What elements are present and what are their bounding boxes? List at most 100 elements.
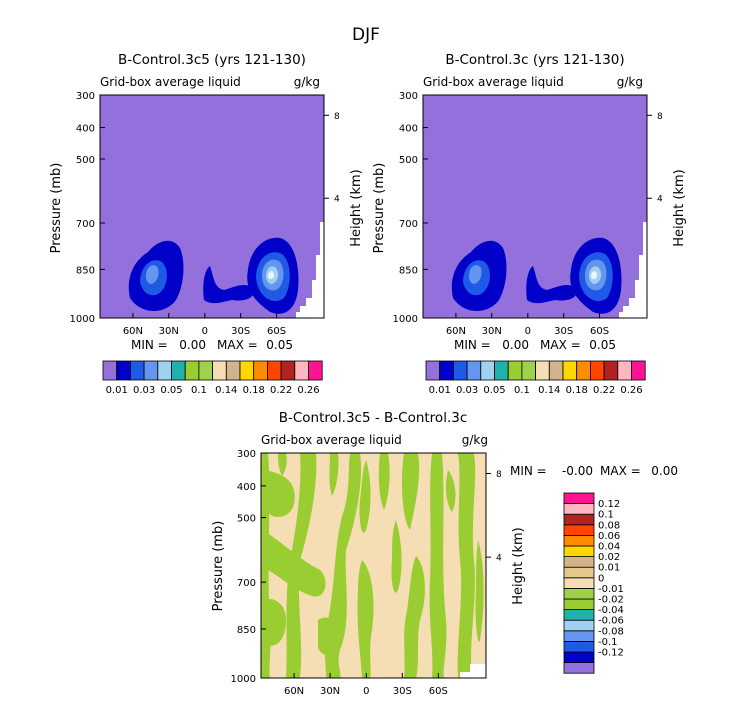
- panel-c-ytick-label: 400: [237, 482, 256, 493]
- panel-c-title: B-Control.3c5 - B-Control.3c: [279, 410, 468, 426]
- panel-b-ytick-label: 400: [399, 124, 418, 135]
- panel-c-ytick-label: 850: [237, 625, 256, 636]
- panel-a-colorbar: 0.01 0.03 0.05 0.1 0.14 0.18 0.22 0.26: [102, 360, 323, 396]
- panel-c-subtitle-right: g/kg: [462, 433, 488, 447]
- panel-c-colorbar-label: -0.01: [598, 584, 624, 595]
- panel-a-colorbar-label: 0.14: [215, 385, 237, 396]
- panel-b-xtick-label: 60N: [446, 326, 466, 337]
- panel-c-ytick-label: 500: [237, 514, 256, 525]
- panel-b-stat-min-value: 0.00: [502, 338, 529, 352]
- panel-c-axes: 300 400 500 700 850 1000 60N 30N 0 30S 60S 8 4: [231, 449, 502, 697]
- panel-b-subtitle-left: Grid-box average liquid: [423, 75, 564, 89]
- panel-c-negative-region: [359, 460, 371, 533]
- panel-a-ytick-right-label: 8: [334, 112, 340, 122]
- panel-c-stat-min-value: -0.00: [562, 464, 593, 478]
- panel-b-colorbar-swatch: [535, 360, 550, 381]
- panel-c-negative-region: [262, 530, 326, 597]
- panel-c-colorbar-swatch: [563, 577, 595, 589]
- panel-c-colorbar-label: -0.08: [598, 626, 624, 637]
- panel-b-contour-0.14-east: [591, 271, 598, 279]
- panel-c-colorbar-label: 0.12: [598, 499, 620, 510]
- panel-c-xtick-label: 30S: [393, 686, 412, 697]
- panel-a-xtick-label: 0: [202, 326, 208, 337]
- panel-c-colorbar-label: 0.02: [598, 552, 620, 563]
- panel-c-missing-data: [460, 664, 486, 678]
- panel-b-xtick-label: 30N: [482, 326, 502, 337]
- panel-c-colorbar-label: -0.12: [598, 648, 624, 659]
- panel-a-colorbar-swatch: [143, 360, 159, 381]
- panel-c-negative-region: [475, 540, 484, 642]
- panel-a-colorbar-swatch: [308, 360, 323, 381]
- panel-c-xtick-label: 60S: [429, 686, 448, 697]
- panel-c-colorbar-label: 0: [598, 573, 604, 584]
- panel-a-xtick-label: 30N: [159, 326, 179, 337]
- panel-a-ytick-label: 700: [76, 219, 95, 230]
- panel-c-colorbar-label: 0.06: [598, 531, 620, 542]
- panel-c-colorbar-swatch: [563, 492, 595, 505]
- panel-a-colorbar-swatch: [266, 360, 282, 381]
- panel-c-negative-region: [278, 453, 287, 476]
- panel-c-negative-region: [286, 453, 317, 678]
- panel-c-negative-region: [329, 453, 339, 496]
- panel-c-colorbar-label: -0.06: [598, 616, 624, 627]
- panel-b-colorbar-label: 0.18: [566, 385, 588, 396]
- panel-a-ytick-label: 850: [76, 265, 95, 276]
- panel-a-colorbar-label: 0.22: [270, 385, 292, 396]
- panel-c-colorbar-swatch: [563, 588, 595, 600]
- panel-a-xtick-label: 60N: [123, 326, 143, 337]
- panel-c-ylabel-right: Height (km): [511, 527, 526, 604]
- panel-c-colorbar-swatch: [563, 641, 595, 653]
- panel-b-colorbar-label: 0.03: [456, 385, 478, 396]
- panel-a-ylabel-right: Height (km): [349, 169, 364, 246]
- panel-c-negative-region: [402, 453, 420, 530]
- panel-c-colorbar-label: 0.01: [598, 563, 620, 574]
- panel-c-colorbar-label: 0.08: [598, 520, 620, 531]
- panel-a-stat-max-value: 0.05: [266, 338, 293, 352]
- panel-a-contour-0.01-center: [203, 266, 254, 304]
- panel-a-missing-data: [296, 222, 324, 318]
- panel-a-contour-0.14-east: [268, 271, 275, 279]
- panel-b-stat-max-label: MAX =: [540, 338, 581, 352]
- panel-b-colorbar-swatch: [590, 360, 605, 381]
- panel-c-colorbar-swatch: [563, 598, 595, 611]
- panel-a-axes: 300 400 500 700 850 1000 60N 30N 0 30S 60S 8 4: [70, 91, 340, 337]
- panel-a-ytick-right-label: 4: [334, 195, 340, 205]
- panel-c-plot-frame: [260, 452, 487, 679]
- panel-c: B-Control.3c5 - B-Control.3c Grid-box av…: [211, 410, 678, 697]
- panel-b-title: B-Control.3c (yrs 121-130): [445, 52, 624, 68]
- panel-c-colorbar-swatch: [563, 566, 595, 579]
- panel-a-stat-max-label: MAX =: [217, 338, 258, 352]
- panel-b-xtick-label: 60S: [590, 326, 609, 337]
- panel-b-ytick-right-label: 4: [657, 195, 663, 205]
- panel-a-plot-frame: [99, 94, 325, 319]
- panel-b-stat-max-value: 0.05: [589, 338, 616, 352]
- panel-a-xtick-label: 60S: [267, 326, 286, 337]
- panel-b-xtick-label: 30S: [554, 326, 573, 337]
- panel-a-colorbar-swatch: [198, 360, 213, 381]
- panel-b-colorbar-swatch: [548, 360, 564, 381]
- panel-b-subtitle-right: g/kg: [617, 75, 643, 89]
- panel-c-colorbar: 0.120.10.080.060.040.020.010-0.01-0.02-0…: [563, 492, 624, 674]
- panel-b-ylabel: Pressure (mb): [372, 163, 387, 254]
- panel-a-colorbar-swatch: [212, 360, 227, 381]
- panel-b-colorbar-label: 0.1: [514, 385, 530, 396]
- panel-b-colorbar-label: 0.14: [538, 385, 560, 396]
- panel-a-colorbar-swatch: [129, 360, 145, 381]
- panel-c-stat-max-label: MAX =: [600, 464, 641, 478]
- panel-b-contour-0.05-west: [469, 265, 482, 284]
- panel-a-xtick-label: 30S: [231, 326, 250, 337]
- panel-c-ytick-right-label: 8: [496, 470, 502, 480]
- panel-c-colorbar-swatch: [563, 513, 595, 526]
- panel-b-colorbar-swatch: [576, 360, 591, 381]
- panel-c-colorbar-swatch: [563, 651, 595, 664]
- panel-a-colorbar-swatch: [102, 360, 118, 381]
- panel-c-ytick-label: 300: [237, 449, 256, 460]
- panel-c-colorbar-label: -0.02: [598, 595, 624, 606]
- panel-b-plot-frame: [422, 94, 648, 319]
- panel-c-xtick-label: 60N: [284, 686, 304, 697]
- panel-c-negative-region: [391, 520, 402, 593]
- panel-b-ytick-label: 850: [399, 265, 418, 276]
- panel-a-colorbar-swatch: [157, 360, 172, 381]
- panel-b-ytick-right-label: 8: [657, 112, 663, 122]
